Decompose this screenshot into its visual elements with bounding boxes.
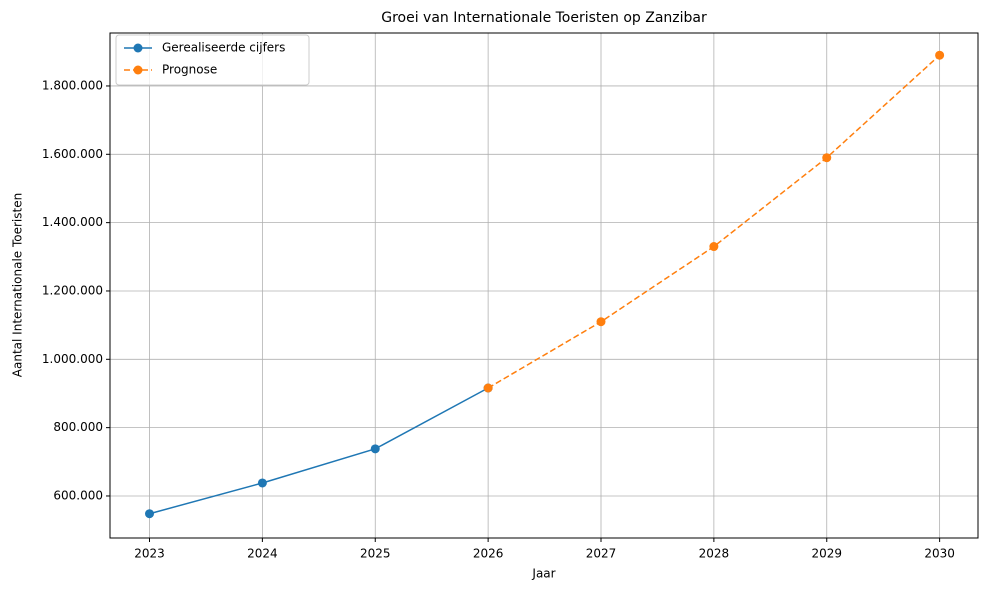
data-point — [370, 444, 380, 454]
chart-title: Groei van Internationale Toeristen op Za… — [381, 10, 707, 26]
series-line — [149, 387, 489, 515]
y-tick-label: 1.400.000 — [42, 215, 103, 229]
y-tick-label: 1.200.000 — [42, 283, 103, 297]
legend-label: Gerealiseerde cijfers — [162, 41, 285, 55]
data-point — [935, 50, 945, 60]
y-tick-label: 800.000 — [53, 420, 103, 434]
y-tick-label: 1.800.000 — [42, 78, 103, 92]
x-tick-label: 2029 — [811, 547, 842, 561]
x-tick-label: 2026 — [473, 547, 504, 561]
y-tick-label: 600.000 — [53, 488, 103, 502]
x-tick-label: 2030 — [924, 547, 955, 561]
x-tick-label: 2027 — [586, 547, 617, 561]
data-point — [822, 153, 832, 163]
y-tick-label: 1.600.000 — [42, 147, 103, 161]
x-tick-label: 2024 — [247, 547, 278, 561]
y-axis-label: Aantal Internationale Toeristen — [11, 193, 25, 377]
x-tick-label: 2023 — [134, 547, 165, 561]
x-tick-label: 2025 — [360, 547, 391, 561]
x-tick-label: 2028 — [699, 547, 730, 561]
data-point — [257, 478, 267, 488]
data-point — [709, 242, 719, 252]
y-tick-label: 1.000.000 — [42, 352, 103, 366]
legend-marker — [133, 65, 143, 75]
data-point — [596, 317, 606, 327]
data-point — [145, 509, 155, 519]
x-axis-label: Jaar — [531, 567, 555, 581]
data-point — [483, 383, 493, 393]
legend-marker — [133, 43, 143, 53]
legend-box — [115, 34, 310, 86]
plot-frame — [109, 32, 979, 539]
legend-label: Prognose — [162, 63, 217, 77]
